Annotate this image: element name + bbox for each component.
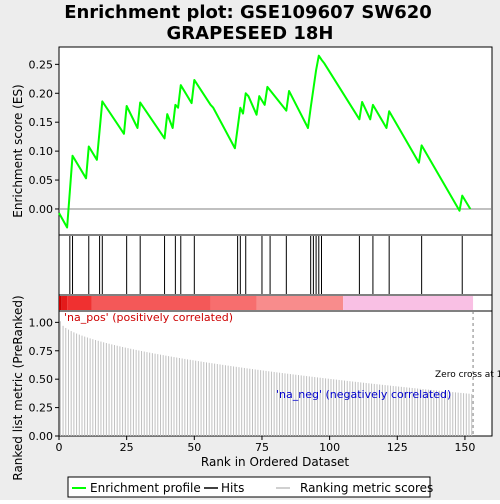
es-ytick-label: 0.05 — [29, 174, 54, 187]
positive-correlation-label: 'na_pos' (positively correlated) — [64, 311, 233, 324]
colorbar-segment — [210, 296, 257, 310]
xtick-label: 150 — [454, 441, 475, 454]
zero-cross-label: Zero cross at 153 — [435, 370, 500, 380]
legend-box — [67, 476, 431, 498]
plot-title-line1: Enrichment plot: GSE109607 SW620 — [64, 2, 432, 23]
ranking-ytick-label: 0.25 — [29, 402, 54, 415]
ranking-panel — [58, 310, 493, 437]
es-ytick-label: 0.10 — [29, 145, 54, 158]
ranking-ytick-label: 0.75 — [29, 345, 54, 358]
es-axis-label: Enrichment score (ES) — [11, 84, 25, 217]
xtick-label: 50 — [187, 441, 201, 454]
legend: Enrichment profile Hits Ranking metric s… — [67, 476, 433, 498]
x-axis-label: Rank in Ordered Dataset — [201, 455, 349, 469]
ranking-ytick-label: 1.00 — [29, 316, 54, 329]
xtick-label: 100 — [319, 441, 340, 454]
es-ytick-label: 0.15 — [29, 116, 54, 129]
es-ytick-label: 0.00 — [29, 203, 54, 216]
colorbar-segment — [67, 296, 92, 310]
es-ytick-label: 0.25 — [29, 58, 54, 71]
hits-panel — [58, 234, 493, 296]
ranking-metric-bars — [59, 311, 474, 436]
ranking-ytick-label: 0.00 — [29, 430, 54, 443]
colorbar-segment — [91, 296, 211, 310]
axes: 0.00 0.05 0.10 0.15 0.20 0.25 0.00 0.25 0.50 0.75… — [29, 58, 476, 454]
legend-enrichment-label: Enrichment profile — [90, 481, 201, 495]
ranking-ytick-label: 0.50 — [29, 373, 54, 386]
plot-title-line2: GRAPESEED 18H — [167, 23, 334, 44]
colorbar-segment — [59, 296, 62, 310]
xtick-label: 75 — [255, 441, 269, 454]
hit-marks — [69, 236, 463, 294]
legend-ranking-label: Ranking metric scores — [300, 481, 433, 495]
rank-colorbar — [59, 296, 474, 310]
colorbar-segment — [343, 296, 474, 310]
colorbar-segment — [61, 296, 68, 310]
colorbar-segment — [256, 296, 344, 310]
enrichment-panel — [58, 46, 493, 236]
xtick-label: 0 — [56, 441, 63, 454]
legend-hits-label: Hits — [221, 481, 244, 495]
xtick-label: 25 — [120, 441, 134, 454]
xtick-label: 125 — [387, 441, 408, 454]
enrichment-profile — [58, 54, 492, 229]
enrichment-profile-line — [58, 54, 472, 229]
ranking-axis-label: Ranked list metric (PreRanked) — [11, 295, 25, 480]
negative-correlation-label: 'na_neg' (negatively correlated) — [276, 388, 451, 401]
es-ytick-label: 0.20 — [29, 87, 54, 100]
